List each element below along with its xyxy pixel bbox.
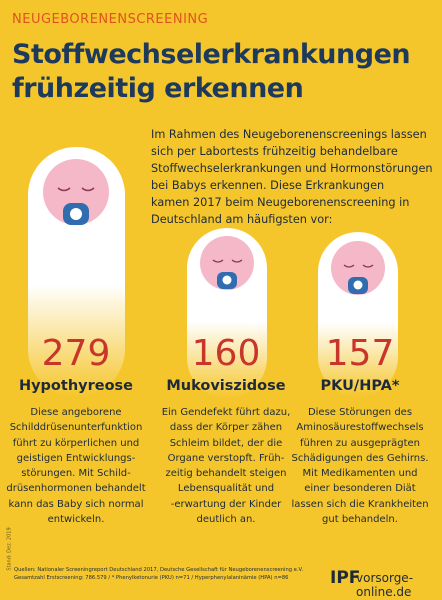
description-line: entwickeln. <box>47 514 105 526</box>
count: 157 <box>325 333 395 374</box>
kicker: NEUGEBORENENSCREENING <box>12 12 209 27</box>
sources: Quellen: Nationaler Screeningreport Deut… <box>14 566 303 582</box>
description-line: Diese angeborene <box>30 407 122 418</box>
description-line: Ein Gendefekt führt dazu, <box>161 407 291 418</box>
baby-pill <box>318 232 398 397</box>
description-line: -erwartung der Kinder <box>170 498 282 510</box>
intro-line: Im Rahmen des Neugeborenenscreenings las… <box>151 128 427 141</box>
description-line: Schleim bildet, der die <box>169 437 283 449</box>
intro-line: Stoffwechselerkrankungen und Hormonstöru… <box>151 162 433 175</box>
baby-pill <box>28 147 125 397</box>
description-line: deutlich an. <box>196 514 256 526</box>
intro: Im Rahmen des Neugeborenenscreenings las… <box>151 126 433 228</box>
description-line: führt zu körperlichen und <box>12 437 140 449</box>
logo: IPF <box>330 568 361 588</box>
url: vorsorge-online.de <box>356 571 414 599</box>
title-line: frühzeitig erkennen <box>12 73 304 104</box>
date: Stand: Dez. 2019 <box>6 527 13 571</box>
source-line: Gesamtzahl Erstscreening: 786.579 / * Ph… <box>14 575 289 581</box>
description: Diese angeborene Schilddrüsenunterfunktio… <box>1 405 151 527</box>
disease-name: Hypothyreose <box>18 378 134 394</box>
baby-pill <box>187 228 267 398</box>
description-line: lassen sich die Krankheiten <box>291 498 429 510</box>
description-line: störungen. Mit Schild- <box>21 468 131 480</box>
description-line: kann das Baby sich normal <box>8 498 144 510</box>
description-line: Schilddrüsenunterfunktion <box>9 422 143 434</box>
description-line: geistigen Entwicklungs- <box>16 452 136 464</box>
intro-line: kamen 2017 beim Neugeborenenscreening in <box>151 196 410 209</box>
title: Stoffwechselerkrankungen frühzeitig erken… <box>12 38 411 106</box>
description-line: Mit Medikamenten und <box>302 468 418 480</box>
description-line: dass der Körper zähen <box>169 422 283 434</box>
description-line: Aminosäurestoffwechsels <box>296 422 424 434</box>
description-line: Lebensqualität und <box>177 483 275 495</box>
description-line: gut behandeln. <box>322 514 398 526</box>
description: Diese Störungen des Aminosäurestoffwechse… <box>285 405 435 527</box>
count: 160 <box>191 333 261 374</box>
description-line: Diese Störungen des <box>307 407 413 418</box>
description-line: drüsenhormonen behandelt <box>6 483 146 495</box>
source-line: Quellen: Nationaler Screeningreport Deut… <box>14 567 304 573</box>
description-line: Organe verstopft. Früh- <box>167 452 285 464</box>
title-line: Stoffwechselerkrankungen <box>12 39 411 70</box>
description: Ein Gendefekt führt dazu, dass der Körper… <box>151 405 301 527</box>
intro-line: sich per Labortests frühzeitig behandelb… <box>151 145 398 158</box>
count: 279 <box>41 333 111 374</box>
description-line: führen zu ausgeprägten <box>299 437 421 449</box>
description-line: einer besonderen Diät <box>304 483 416 495</box>
description-line: zeitig behandelt steigen <box>165 468 287 480</box>
disease-name: PKU/HPA* <box>320 378 400 394</box>
description-line: Schädigungen des Gehirns. <box>291 452 429 464</box>
intro-line: bei Babys erkennen. Diese Erkrankungen <box>151 179 385 192</box>
disease-name: Mukoviszidose <box>166 378 286 394</box>
intro-line: Deutschland am häufigsten vor: <box>151 213 333 226</box>
